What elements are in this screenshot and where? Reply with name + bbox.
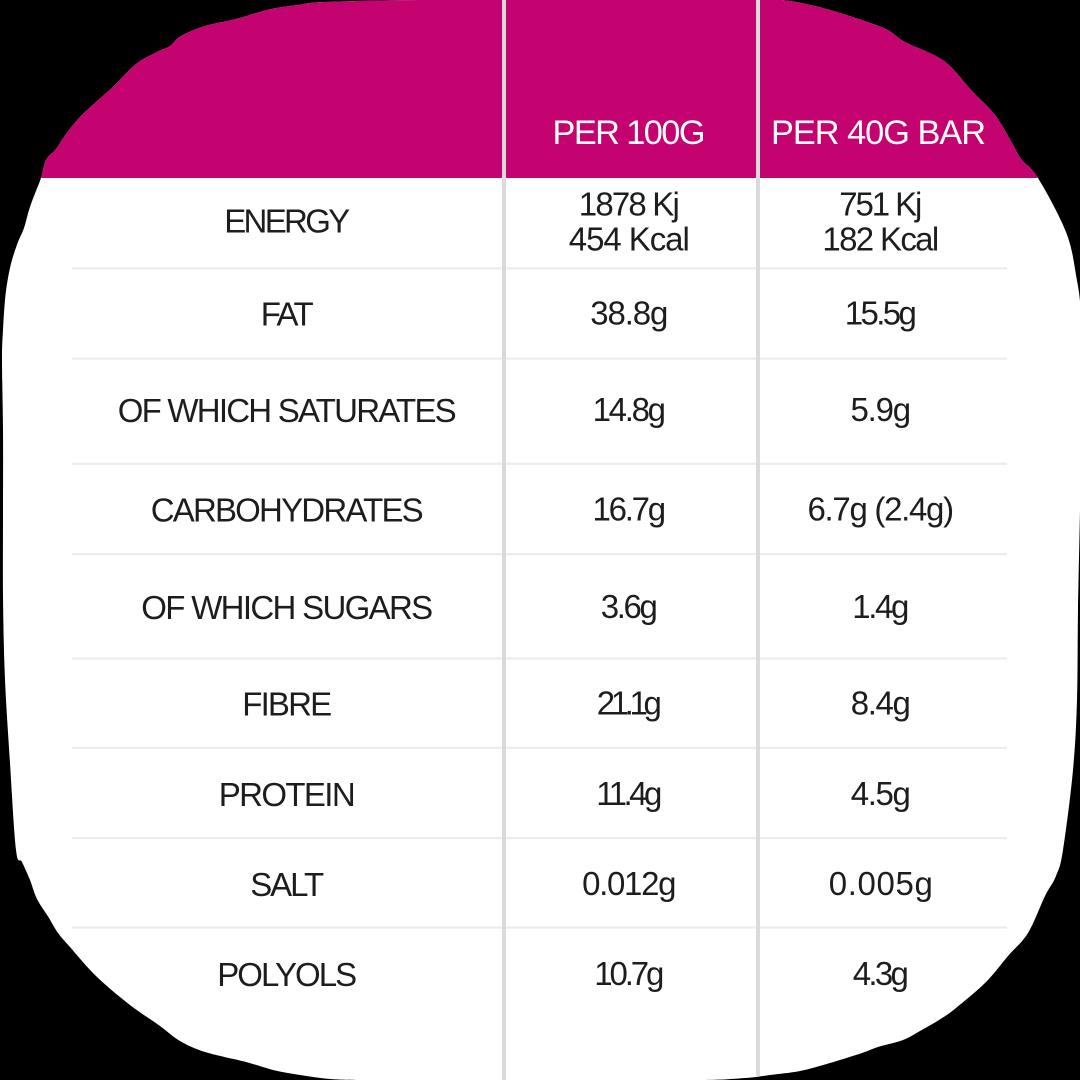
svg-text:10.7g: 10.7g (594, 955, 664, 992)
svg-text:751 Kj: 751 Kj (839, 186, 922, 223)
svg-text:CARBOHYDRATES: CARBOHYDRATES (151, 492, 424, 529)
svg-text:0.005g: 0.005g (829, 865, 933, 902)
svg-text:PER 40G BAR: PER 40G BAR (771, 114, 986, 152)
svg-text:FIBRE: FIBRE (242, 686, 332, 723)
svg-text:SALT: SALT (250, 866, 324, 903)
svg-text:11.4g: 11.4g (596, 775, 662, 812)
svg-text:OF WHICH SUGARS: OF WHICH SUGARS (141, 589, 433, 626)
svg-text:POLYOLS: POLYOLS (217, 956, 357, 993)
svg-text:21.1g: 21.1g (597, 685, 662, 722)
svg-text:4.5g: 4.5g (851, 775, 911, 812)
svg-text:6.7g (2.4g): 6.7g (2.4g) (808, 491, 955, 528)
svg-text:0.012g: 0.012g (582, 865, 676, 902)
svg-text:FAT: FAT (261, 296, 314, 333)
svg-text:1.4g: 1.4g (852, 588, 909, 625)
svg-text:4.3g: 4.3g (853, 955, 909, 992)
svg-text:454 Kcal: 454 Kcal (569, 221, 690, 258)
svg-text:14.8g: 14.8g (593, 391, 666, 428)
svg-text:3.6g: 3.6g (601, 588, 658, 625)
svg-text:5.9g: 5.9g (851, 391, 912, 428)
svg-text:38.8g: 38.8g (590, 295, 668, 332)
svg-text:PROTEIN: PROTEIN (219, 776, 356, 813)
svg-text:OF WHICH SATURATES: OF WHICH SATURATES (118, 392, 457, 429)
svg-text:182 Kcal: 182 Kcal (822, 221, 939, 258)
svg-text:16.7g: 16.7g (593, 491, 667, 528)
svg-text:1878 Kj: 1878 Kj (579, 186, 680, 223)
svg-text:15.5g: 15.5g (845, 295, 917, 332)
svg-text:PER 100G: PER 100G (553, 114, 706, 152)
svg-text:8.4g: 8.4g (851, 685, 911, 722)
svg-text:ENERGY: ENERGY (224, 203, 350, 240)
